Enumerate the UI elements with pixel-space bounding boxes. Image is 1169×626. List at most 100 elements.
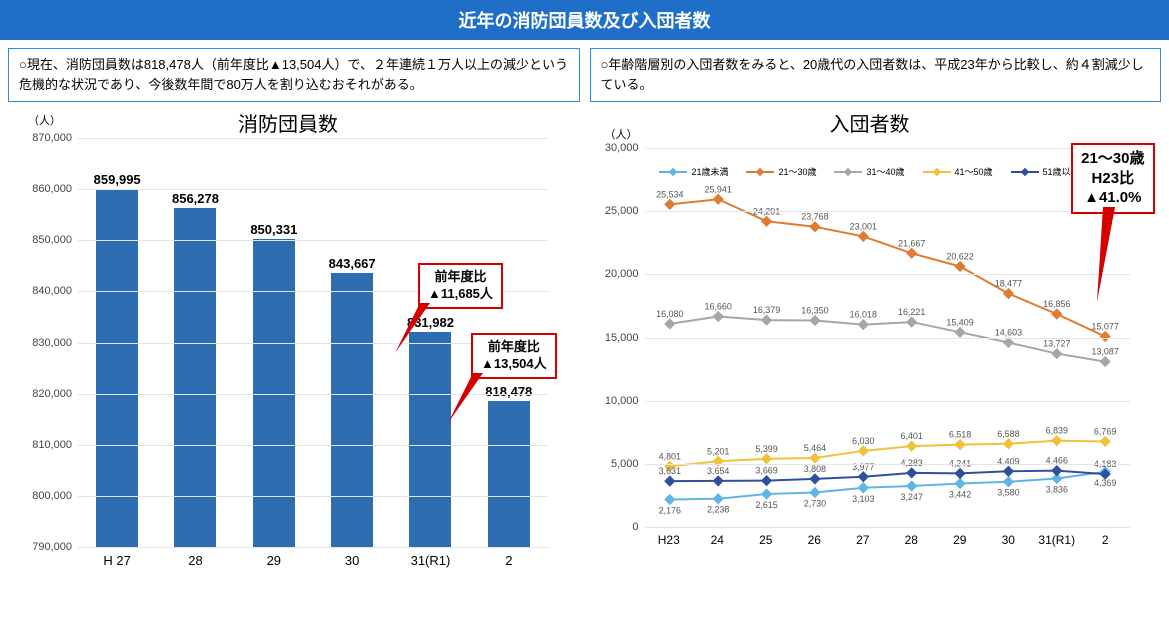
line-value-label: 16,080	[656, 309, 683, 319]
line-marker	[1051, 308, 1062, 319]
legend-swatch	[746, 171, 774, 173]
line-marker	[1002, 288, 1013, 299]
line-marker	[760, 488, 771, 499]
line-marker	[760, 453, 771, 464]
line-value-label: 3,247	[900, 492, 922, 502]
line-marker	[954, 261, 965, 272]
line-marker	[857, 482, 868, 493]
line-value-label: 18,477	[994, 279, 1021, 289]
bar: 859,995	[96, 189, 138, 547]
line-value-label: 16,660	[704, 302, 731, 312]
line-marker	[857, 471, 868, 482]
line-marker	[906, 480, 917, 491]
line-marker	[1002, 466, 1013, 477]
bar-chart-unit: （人）	[28, 112, 61, 128]
line-marker	[760, 314, 771, 325]
line-marker	[760, 216, 771, 227]
line-value-label: 3,808	[803, 464, 825, 474]
line-marker	[1002, 337, 1013, 348]
line-value-label: 25,941	[704, 184, 731, 194]
line-x-label: 2	[1081, 527, 1130, 547]
bar-value-label: 856,278	[172, 191, 219, 208]
line-marker	[664, 494, 675, 505]
line-marker	[664, 199, 675, 210]
line-value-label: 16,018	[849, 310, 876, 320]
line-value-label: 15,077	[1091, 322, 1118, 332]
bar: 843,667	[331, 273, 373, 547]
line-value-label: 6,839	[1045, 426, 1067, 436]
line-marker	[906, 467, 917, 478]
line-marker	[1099, 356, 1110, 367]
line-marker	[954, 327, 965, 338]
line-marker	[809, 452, 820, 463]
line-value-label: 16,350	[801, 305, 828, 315]
bar-value-label: 859,995	[94, 172, 141, 189]
legend-swatch	[923, 171, 951, 173]
line-value-label: 2,176	[658, 505, 680, 515]
line-chart-title: 入団者数	[590, 108, 1150, 137]
line-value-label: 14,603	[994, 328, 1021, 338]
line-marker	[809, 487, 820, 498]
bar-x-label: H 27	[78, 547, 156, 568]
line-marker	[712, 475, 723, 486]
line-value-label: 6,588	[997, 429, 1019, 439]
line-x-label: H23	[645, 527, 694, 547]
bar-x-label: 28	[156, 547, 234, 568]
line-marker	[1051, 465, 1062, 476]
line-marker	[712, 311, 723, 322]
bar-x-label: 2	[470, 547, 548, 568]
line-marker	[906, 248, 917, 259]
callout-decline: 21～30歳 H23比 ▲41.0%	[1071, 143, 1154, 214]
line-value-label: 15,409	[946, 317, 973, 327]
line-marker	[809, 315, 820, 326]
line-value-label: 2,730	[803, 498, 825, 508]
bar: 831,982	[409, 332, 451, 547]
line-value-label: 3,836	[1045, 485, 1067, 495]
line-x-label: 25	[742, 527, 791, 547]
line-value-label: 3,580	[997, 488, 1019, 498]
legend-swatch	[1011, 171, 1039, 173]
line-x-label: 24	[693, 527, 742, 547]
line-chart-unit: （人）	[605, 126, 638, 142]
line-value-label: 3,631	[658, 466, 680, 476]
line-value-label: 6,518	[948, 430, 970, 440]
line-marker	[906, 440, 917, 451]
line-marker	[1002, 476, 1013, 487]
page-title: 近年の消防団員数及び入団者数	[0, 0, 1169, 40]
line-value-label: 6,401	[900, 431, 922, 441]
callout-1: 前年度比▲11,685人	[418, 263, 503, 309]
bar: 818,478	[488, 401, 530, 547]
line-series	[669, 317, 1104, 362]
line-value-label: 13,727	[1043, 339, 1070, 349]
bar-x-label: 30	[313, 547, 391, 568]
line-value-label: 21,667	[897, 238, 924, 248]
line-marker	[664, 318, 675, 329]
line-marker	[857, 231, 868, 242]
line-value-label: 5,464	[803, 443, 825, 453]
line-value-label: 13,087	[1091, 347, 1118, 357]
line-marker	[954, 439, 965, 450]
line-series	[669, 472, 1104, 500]
line-marker	[1002, 438, 1013, 449]
left-description: ○現在、消防団員数は818,478人（前年度比▲13,504人）で、２年連続１万…	[8, 48, 580, 102]
right-description: ○年齢階層別の入団者数をみると、20歳代の入団者数は、平成23年から比較し、約４…	[590, 48, 1162, 102]
left-column: ○現在、消防団員数は818,478人（前年度比▲13,504人）で、２年連続１万…	[8, 48, 580, 588]
line-x-label: 29	[936, 527, 985, 547]
bar-x-label: 29	[235, 547, 313, 568]
line-marker	[809, 221, 820, 232]
line-marker	[1099, 436, 1110, 447]
legend-swatch	[659, 171, 687, 173]
line-value-label: 2,615	[755, 500, 777, 510]
line-series	[669, 441, 1104, 467]
line-marker	[954, 468, 965, 479]
bar-chart-title: 消防団員数	[8, 108, 568, 137]
line-marker	[1051, 435, 1062, 446]
right-column: ○年齢階層別の入団者数をみると、20歳代の入団者数は、平成23年から比較し、約４…	[590, 48, 1162, 588]
bar-value-label: 850,331	[250, 222, 297, 239]
line-value-label: 5,399	[755, 444, 777, 454]
line-x-label: 28	[887, 527, 936, 547]
line-value-label: 23,768	[801, 212, 828, 222]
bar-x-label: 31(R1)	[391, 547, 469, 568]
line-value-label: 20,622	[946, 251, 973, 261]
callout-2: 前年度比▲13,504人	[471, 333, 557, 379]
